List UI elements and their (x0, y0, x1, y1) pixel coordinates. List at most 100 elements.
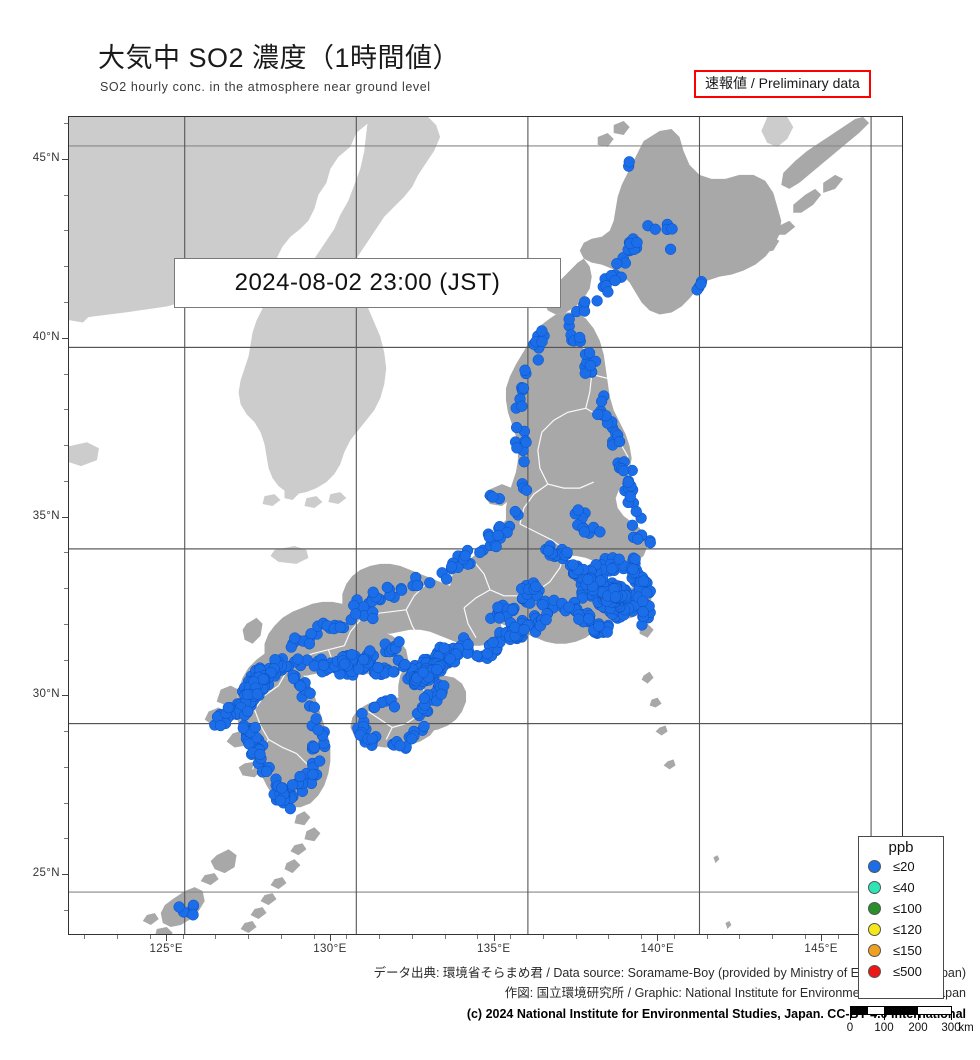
station-marker (435, 688, 447, 700)
station-marker (582, 573, 594, 586)
station-marker (318, 659, 330, 671)
y-axis-minor-tickmark (64, 588, 68, 590)
page-subtitle: SO2 hourly conc. in the atmosphere near … (100, 80, 431, 94)
station-marker (286, 779, 299, 791)
station-marker (366, 733, 378, 745)
scale-tick-label: 200 (908, 1022, 928, 1034)
legend-swatch-icon (868, 860, 881, 873)
station-marker (536, 336, 548, 348)
station-marker (591, 295, 603, 307)
station-marker (418, 692, 430, 704)
x-axis-minor-tickmark (117, 935, 119, 939)
station-marker (440, 573, 453, 585)
x-axis-tickmark (657, 935, 659, 941)
station-marker (214, 719, 227, 732)
station-marker (574, 331, 586, 344)
station-marker (261, 765, 273, 778)
station-marker (438, 642, 450, 654)
station-marker (284, 803, 297, 815)
x-axis-tick-label: 140°E (640, 943, 675, 955)
station-marker (637, 606, 649, 618)
station-marker (308, 701, 321, 713)
legend-row-5: ≤150 (859, 940, 943, 961)
x-axis-minor-tickmark (379, 935, 381, 939)
station-marker (368, 701, 381, 713)
station-marker (490, 541, 502, 553)
station-marker (623, 156, 635, 168)
station-marker (474, 546, 486, 559)
y-axis-minor-tickmark (64, 802, 68, 804)
legend-label: ≤500 (893, 964, 922, 979)
station-marker (520, 436, 532, 448)
y-axis-minor-tickmark (64, 123, 68, 125)
station-marker (626, 519, 639, 531)
y-axis-tickmark (62, 695, 68, 697)
y-axis-minor-tickmark (64, 480, 68, 482)
y-axis-minor-tickmark (64, 301, 68, 303)
station-marker (617, 464, 630, 477)
y-axis-minor-tickmark (64, 766, 68, 768)
x-axis-minor-tickmark (411, 935, 413, 939)
station-marker (509, 505, 521, 518)
y-axis-minor-tickmark (64, 230, 68, 232)
station-marker (493, 612, 506, 624)
station-marker (519, 364, 531, 376)
station-marker (511, 442, 523, 454)
x-axis-minor-tickmark (804, 935, 806, 939)
legend-swatch-icon (868, 881, 881, 894)
y-axis-minor-tickmark (64, 731, 68, 733)
station-marker (516, 400, 528, 412)
station-marker (666, 223, 678, 235)
station-marker (695, 278, 707, 290)
x-axis-minor-tickmark (542, 935, 544, 939)
scale-tick-label: 100 (874, 1022, 894, 1034)
station-marker (506, 604, 518, 616)
station-marker (613, 435, 626, 448)
station-marker (254, 748, 266, 761)
station-marker (334, 621, 346, 633)
preliminary-data-badge: 速報値 / Preliminary data (694, 70, 871, 98)
scale-bar-labels: 0 100 200 300 km (847, 1022, 974, 1037)
station-marker (567, 559, 579, 571)
x-axis-minor-tickmark (510, 935, 512, 939)
station-marker (664, 243, 677, 255)
station-marker (583, 347, 596, 359)
map-plot-area[interactable]: 2024-08-02 23:00 (JST) ppb ≤20 ≤40 ≤100 ≤12… (68, 116, 974, 1034)
station-marker (627, 563, 639, 575)
station-marker (637, 595, 649, 607)
station-marker (561, 546, 573, 559)
station-marker (492, 529, 504, 542)
x-axis-minor-tickmark (673, 935, 675, 939)
x-axis-minor-tickmark (641, 935, 643, 939)
legend-row-1: ≤20 (859, 856, 943, 877)
legend-swatch-icon (868, 944, 881, 957)
station-marker (367, 586, 379, 598)
station-marker (241, 688, 254, 701)
station-marker (303, 638, 316, 650)
legend-row-3: ≤100 (859, 898, 943, 919)
station-marker (573, 613, 585, 625)
x-axis-tick-label: 135°E (476, 943, 511, 955)
station-marker (445, 561, 458, 573)
y-axis-minor-tickmark (64, 659, 68, 661)
station-marker (242, 705, 254, 717)
legend-swatch-icon (868, 965, 881, 978)
y-axis-tickmark (62, 337, 68, 339)
station-marker (649, 223, 661, 235)
y-axis-minor-tickmark (64, 909, 68, 911)
footer: データ出典: 環境省そらまめ君 / Data source: Soramame-… (0, 963, 980, 1024)
x-axis-minor-tickmark (739, 935, 741, 939)
station-marker (388, 701, 401, 713)
legend-rows: ≤20 ≤40 ≤100 ≤120 ≤150 ≤500 (859, 856, 943, 982)
scale-bar-ticks (850, 1015, 952, 1021)
station-marker (381, 581, 393, 593)
map-gridlines-vertical (69, 117, 902, 934)
station-marker (532, 354, 544, 366)
legend-label: ≤100 (893, 901, 922, 916)
station-marker (310, 713, 322, 725)
station-marker (563, 313, 575, 325)
x-axis-minor-tickmark (149, 935, 151, 939)
y-axis-tickmark (62, 158, 68, 160)
y-axis-tick-label: 30°N (32, 688, 60, 701)
scale-tick-label: 300 (941, 1022, 961, 1034)
